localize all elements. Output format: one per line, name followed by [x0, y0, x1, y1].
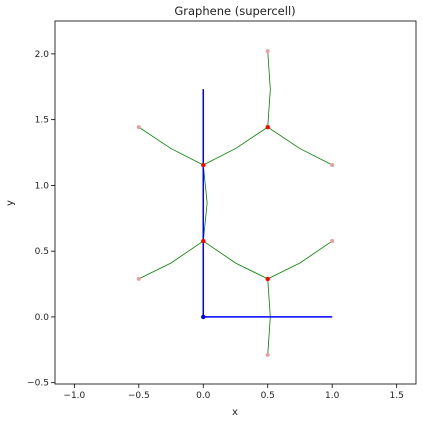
atom-point — [265, 124, 270, 130]
x-tick-label: 0.0 — [196, 391, 211, 401]
bonds-layer — [138, 51, 333, 355]
bond-line — [138, 126, 204, 166]
bond-line — [202, 164, 208, 242]
y-tick-label: 0.0 — [35, 313, 50, 323]
atom-point — [265, 276, 270, 282]
y-tick-label: −0.5 — [27, 379, 49, 389]
lattice-vectors-layer — [202, 89, 333, 318]
atom-point — [201, 238, 206, 244]
y-tick-label: 0.5 — [35, 247, 49, 257]
bond-line — [203, 126, 268, 166]
x-tick-label: 1.5 — [389, 391, 403, 401]
bond-line — [267, 240, 333, 280]
y-tick-label: 1.5 — [35, 116, 49, 126]
bond-line — [267, 126, 333, 166]
image-atom-point — [265, 352, 270, 357]
atom-point — [201, 162, 206, 168]
chart-title: Graphene (supercell) — [174, 4, 295, 18]
atoms-layer — [136, 49, 335, 357]
y-axis-label: y — [5, 200, 16, 206]
x-tick-label: −1.0 — [63, 391, 85, 401]
x-tick-label: −0.5 — [128, 391, 150, 401]
x-tick-label: 1.0 — [325, 391, 340, 401]
x-tick-label: 0.5 — [261, 391, 275, 401]
image-atom-point — [136, 125, 141, 130]
bond-line — [138, 240, 204, 280]
ticks-layer: −1.0 −0.5 0.0 0.5 1.0 1.5 −0.5 0.0 0.5 1.0 1.5 2.0 — [27, 50, 404, 401]
bond-line — [203, 240, 268, 280]
origin-point — [201, 314, 206, 320]
image-atom-point — [136, 276, 141, 281]
image-atom-point — [330, 239, 335, 244]
x-axis-label: x — [232, 407, 238, 418]
y-tick-label: 2.0 — [35, 50, 50, 60]
bond-line — [267, 51, 271, 128]
y-tick-label: 1.0 — [35, 181, 50, 191]
plot-frame — [54, 20, 417, 385]
image-atom-point — [265, 49, 270, 54]
image-atom-point — [330, 163, 335, 168]
